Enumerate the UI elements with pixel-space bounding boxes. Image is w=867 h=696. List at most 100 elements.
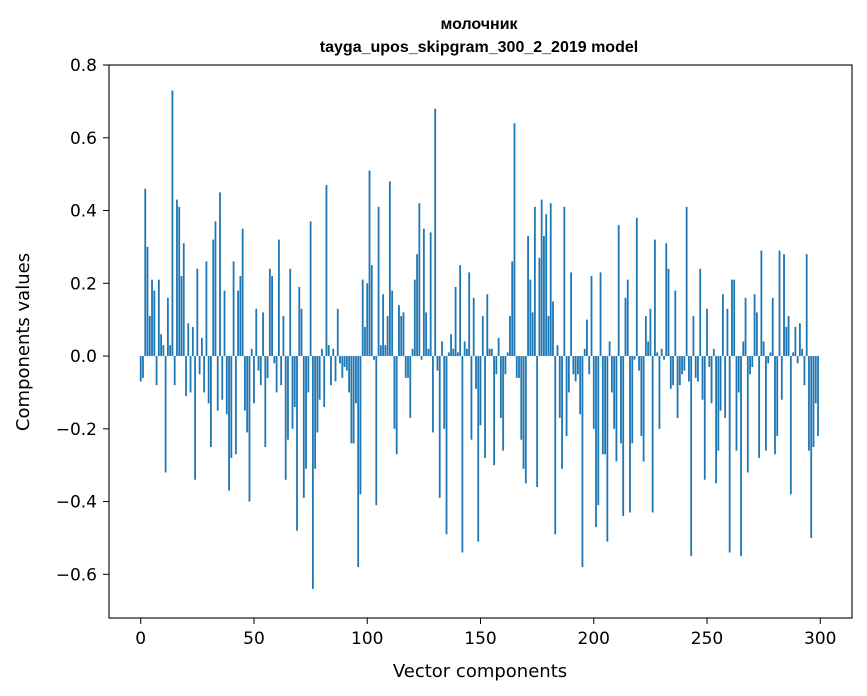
bar (314, 356, 317, 469)
bar (196, 268, 199, 357)
bar (164, 356, 167, 473)
bar (488, 348, 491, 357)
bar (592, 356, 595, 429)
bar (146, 246, 149, 357)
bar (481, 316, 484, 357)
bar (735, 356, 738, 451)
bar (590, 276, 593, 357)
chart-title: молочник (440, 16, 518, 33)
bar (155, 356, 158, 386)
bar (142, 356, 144, 378)
y-tick-label: −0.4 (56, 493, 97, 513)
bar (377, 206, 380, 357)
bar (241, 228, 244, 357)
bar (395, 356, 398, 455)
bar (443, 356, 446, 429)
chart-subtitle: tayga_upos_skipgram_300_2_2019 model (320, 39, 638, 56)
bar (472, 297, 475, 357)
bar (214, 221, 217, 357)
bar (504, 356, 507, 375)
bar (740, 356, 742, 557)
bar (780, 356, 783, 400)
bar (459, 265, 462, 357)
bar (656, 352, 659, 357)
bar (642, 356, 645, 462)
bar (610, 356, 613, 393)
y-tick-label: 0.0 (70, 347, 97, 367)
bar (418, 203, 421, 357)
bar (366, 283, 369, 357)
bar (538, 257, 541, 357)
bar (805, 254, 808, 357)
bar (445, 356, 448, 535)
bar (454, 286, 457, 357)
bar (672, 356, 674, 386)
bar (785, 326, 788, 357)
bar (758, 356, 761, 458)
bar (191, 326, 194, 357)
bar (771, 297, 774, 357)
bar (416, 254, 418, 357)
bar (207, 356, 210, 404)
bar (470, 356, 473, 440)
bar (277, 239, 280, 357)
x-tick-label: 150 (464, 629, 496, 649)
bar (173, 356, 176, 386)
bar (200, 337, 203, 357)
bar (502, 356, 505, 451)
bar (334, 356, 337, 382)
y-tick-label: 0.6 (70, 129, 97, 149)
bar (402, 312, 405, 357)
bar (203, 356, 206, 393)
bar (382, 294, 384, 357)
bar (633, 356, 636, 360)
bar (728, 356, 731, 553)
bar (511, 261, 514, 357)
bar (719, 356, 722, 411)
bar (506, 352, 509, 357)
bar (339, 356, 341, 364)
bar (422, 228, 425, 357)
bar (765, 356, 767, 451)
bar (436, 356, 439, 371)
bar (280, 356, 283, 386)
bar (388, 181, 391, 357)
bar (239, 276, 242, 357)
bar (644, 316, 647, 357)
bar (626, 279, 629, 357)
bar (731, 279, 733, 357)
bar (617, 225, 620, 357)
x-axis-ticks: 0 50 100 150 200 250 300 (135, 618, 837, 649)
bar (318, 356, 321, 400)
bar (463, 341, 466, 357)
bar (244, 356, 246, 411)
bar (348, 356, 351, 393)
bar (169, 345, 172, 357)
bar (375, 356, 378, 506)
bar (479, 356, 482, 426)
bar (345, 356, 348, 371)
bar (647, 341, 650, 357)
bar (499, 356, 502, 418)
bar (287, 356, 289, 440)
bar-series (139, 90, 819, 589)
bar (221, 356, 224, 400)
bar (266, 356, 269, 378)
bar (368, 170, 371, 357)
bar (574, 356, 577, 382)
bar (529, 279, 532, 357)
bar (210, 356, 212, 447)
bar (708, 356, 711, 367)
y-tick-label: 0.8 (70, 56, 97, 76)
bar (588, 356, 591, 375)
bar (364, 326, 366, 357)
bar (429, 232, 432, 357)
bar (651, 356, 654, 513)
bar (400, 316, 403, 357)
bar (305, 356, 307, 469)
bar (536, 356, 539, 488)
bar (228, 356, 230, 491)
bar (755, 312, 758, 357)
bar (178, 206, 181, 357)
bar (341, 356, 344, 378)
